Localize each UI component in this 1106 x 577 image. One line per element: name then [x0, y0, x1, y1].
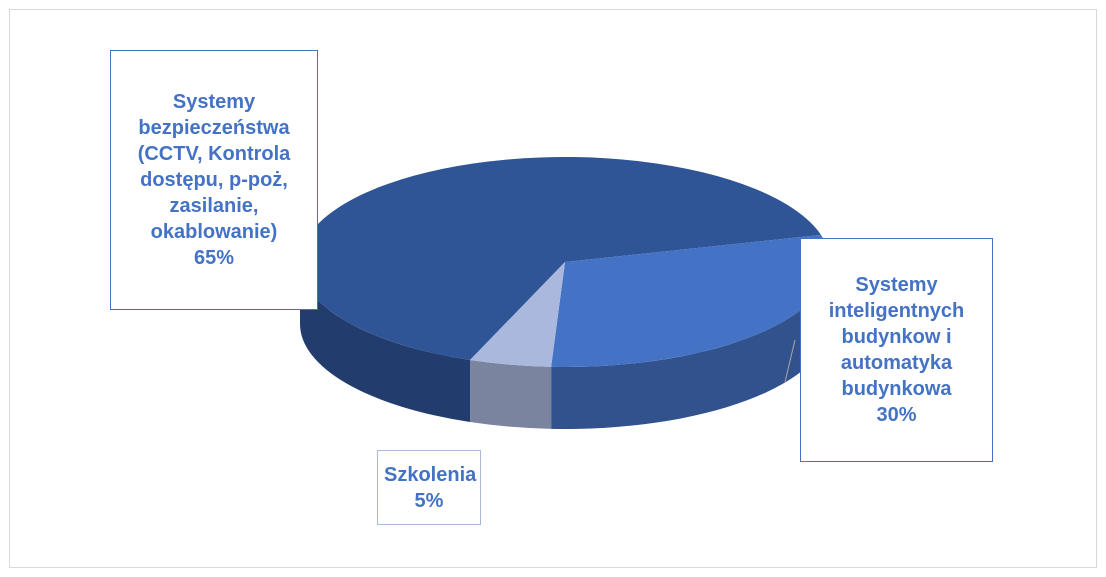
data-label: Systemy inteligentnych budynkow i automa… [800, 238, 993, 462]
data-label: Szkolenia 5% [377, 450, 481, 525]
pie-side [551, 262, 830, 429]
value-label: 30% [876, 404, 917, 426]
pie-tops [299, 157, 830, 367]
pie-slice [551, 234, 830, 367]
category-label: Systemy inteligentnych budynkow i automa… [828, 274, 965, 400]
pie-side [470, 360, 552, 429]
value-label: 65% [193, 247, 235, 269]
leader-line [784, 339, 796, 383]
category-label: Szkolenia [384, 463, 477, 486]
pie-slice [299, 157, 821, 361]
pie-sides [300, 262, 830, 429]
pie-side [300, 262, 471, 423]
category-label: Systemy bezpieczeństwa (CCTV, Kontrola d… [137, 91, 291, 243]
value-label: 5% [414, 489, 444, 512]
data-label: Systemy bezpieczeństwa (CCTV, Kontrola d… [110, 50, 318, 310]
pie-slice [470, 262, 565, 367]
